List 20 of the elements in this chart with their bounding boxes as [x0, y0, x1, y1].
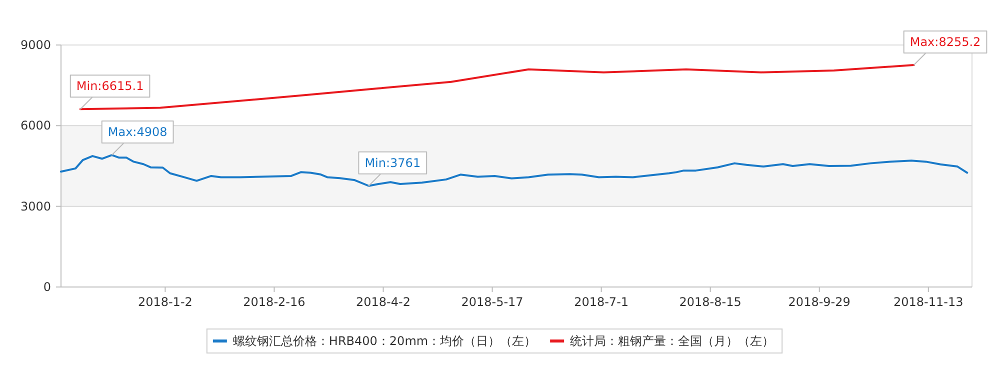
x-tick-label: 2018-4-2: [356, 295, 410, 309]
x-tick-label: 2018-9-29: [788, 295, 850, 309]
y-tick-label: 9000: [20, 38, 51, 52]
annotation: Max:4908: [108, 125, 168, 140]
annotation: Min:6615.1: [76, 79, 144, 94]
annotation: Max:8255.2: [910, 35, 981, 50]
x-tick-label: 2018-2-16: [243, 295, 306, 309]
x-tick-label: 2018-5-17: [461, 295, 524, 309]
x-tick-label: 2018-8-15: [679, 295, 742, 309]
y-tick-label: 0: [43, 280, 51, 294]
x-tick-label: 2018-1-2: [138, 295, 192, 309]
y-tick-label: 6000: [20, 118, 51, 133]
x-tick-label: 2018-7-1: [574, 295, 629, 309]
y-tick-label: 3000: [20, 199, 51, 214]
legend-label: 螺纹钢汇总价格：HRB400：20mm：均价（日）（左）: [232, 334, 536, 348]
legend-label: 统计局：粗钢产量：全国（月）（左）: [570, 334, 774, 348]
x-tick-label: 2018-11-13: [894, 295, 964, 309]
line-series: [60, 154, 968, 187]
line-series: [79, 64, 915, 110]
annotation: Min:3761: [364, 156, 421, 170]
